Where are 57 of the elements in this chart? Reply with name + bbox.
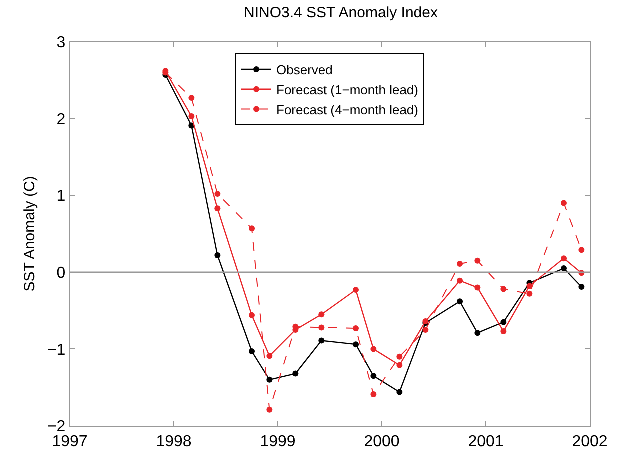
- point: [474, 258, 481, 264]
- point: [457, 260, 463, 267]
- legend-label: Forecast (1−month lead): [276, 82, 418, 98]
- point: [396, 354, 403, 360]
- point: [318, 312, 325, 318]
- point: [457, 278, 463, 284]
- point: [526, 290, 533, 297]
- point: [353, 287, 359, 294]
- point: [249, 226, 255, 232]
- point: [578, 247, 585, 254]
- x-tick-label: 2000: [364, 433, 400, 450]
- point: [396, 362, 403, 368]
- point: [370, 392, 377, 398]
- point: [214, 252, 221, 258]
- point: [249, 312, 255, 318]
- point: [266, 376, 273, 383]
- chart-title: NINO3.4 SST Anomaly Index: [244, 4, 438, 22]
- legend-label: Forecast (4−month lead): [276, 102, 418, 118]
- y-tick-label: 1: [56, 188, 66, 206]
- point: [500, 286, 507, 292]
- point: [396, 389, 403, 396]
- point: [370, 346, 377, 352]
- point: [457, 298, 463, 305]
- point: [266, 406, 273, 413]
- y-tick-label: 3: [56, 34, 66, 52]
- point: [561, 266, 567, 272]
- point: [578, 284, 585, 290]
- point: [318, 338, 325, 344]
- y-tick-label: −1: [47, 342, 66, 359]
- x-tick-label: 1998: [156, 433, 192, 450]
- x-tick-label: 2002: [572, 433, 608, 450]
- y-axis-title: SST Anomaly (C): [22, 176, 39, 292]
- legend-label: Observed: [276, 62, 333, 78]
- point: [318, 324, 325, 331]
- point: [500, 319, 507, 326]
- x-tick-label: 1999: [260, 433, 296, 450]
- x-tick-label: 1997: [52, 433, 88, 450]
- point: [214, 206, 221, 212]
- y-tick-label: 2: [56, 111, 66, 128]
- point: [188, 114, 195, 120]
- y-tick-label: −2: [47, 418, 66, 436]
- point: [422, 327, 429, 333]
- point: [188, 95, 195, 102]
- point: [370, 373, 377, 380]
- point: [561, 200, 567, 206]
- point: [353, 325, 359, 332]
- point: [474, 330, 481, 336]
- point: [353, 342, 359, 348]
- point: [249, 348, 255, 354]
- point: [266, 353, 273, 360]
- point: [561, 256, 567, 262]
- x-tick-label: 2001: [468, 433, 504, 450]
- point: [500, 328, 507, 335]
- point: [214, 191, 221, 198]
- point: [474, 284, 481, 291]
- point: [292, 370, 299, 377]
- y-tick-label: 0: [56, 265, 66, 282]
